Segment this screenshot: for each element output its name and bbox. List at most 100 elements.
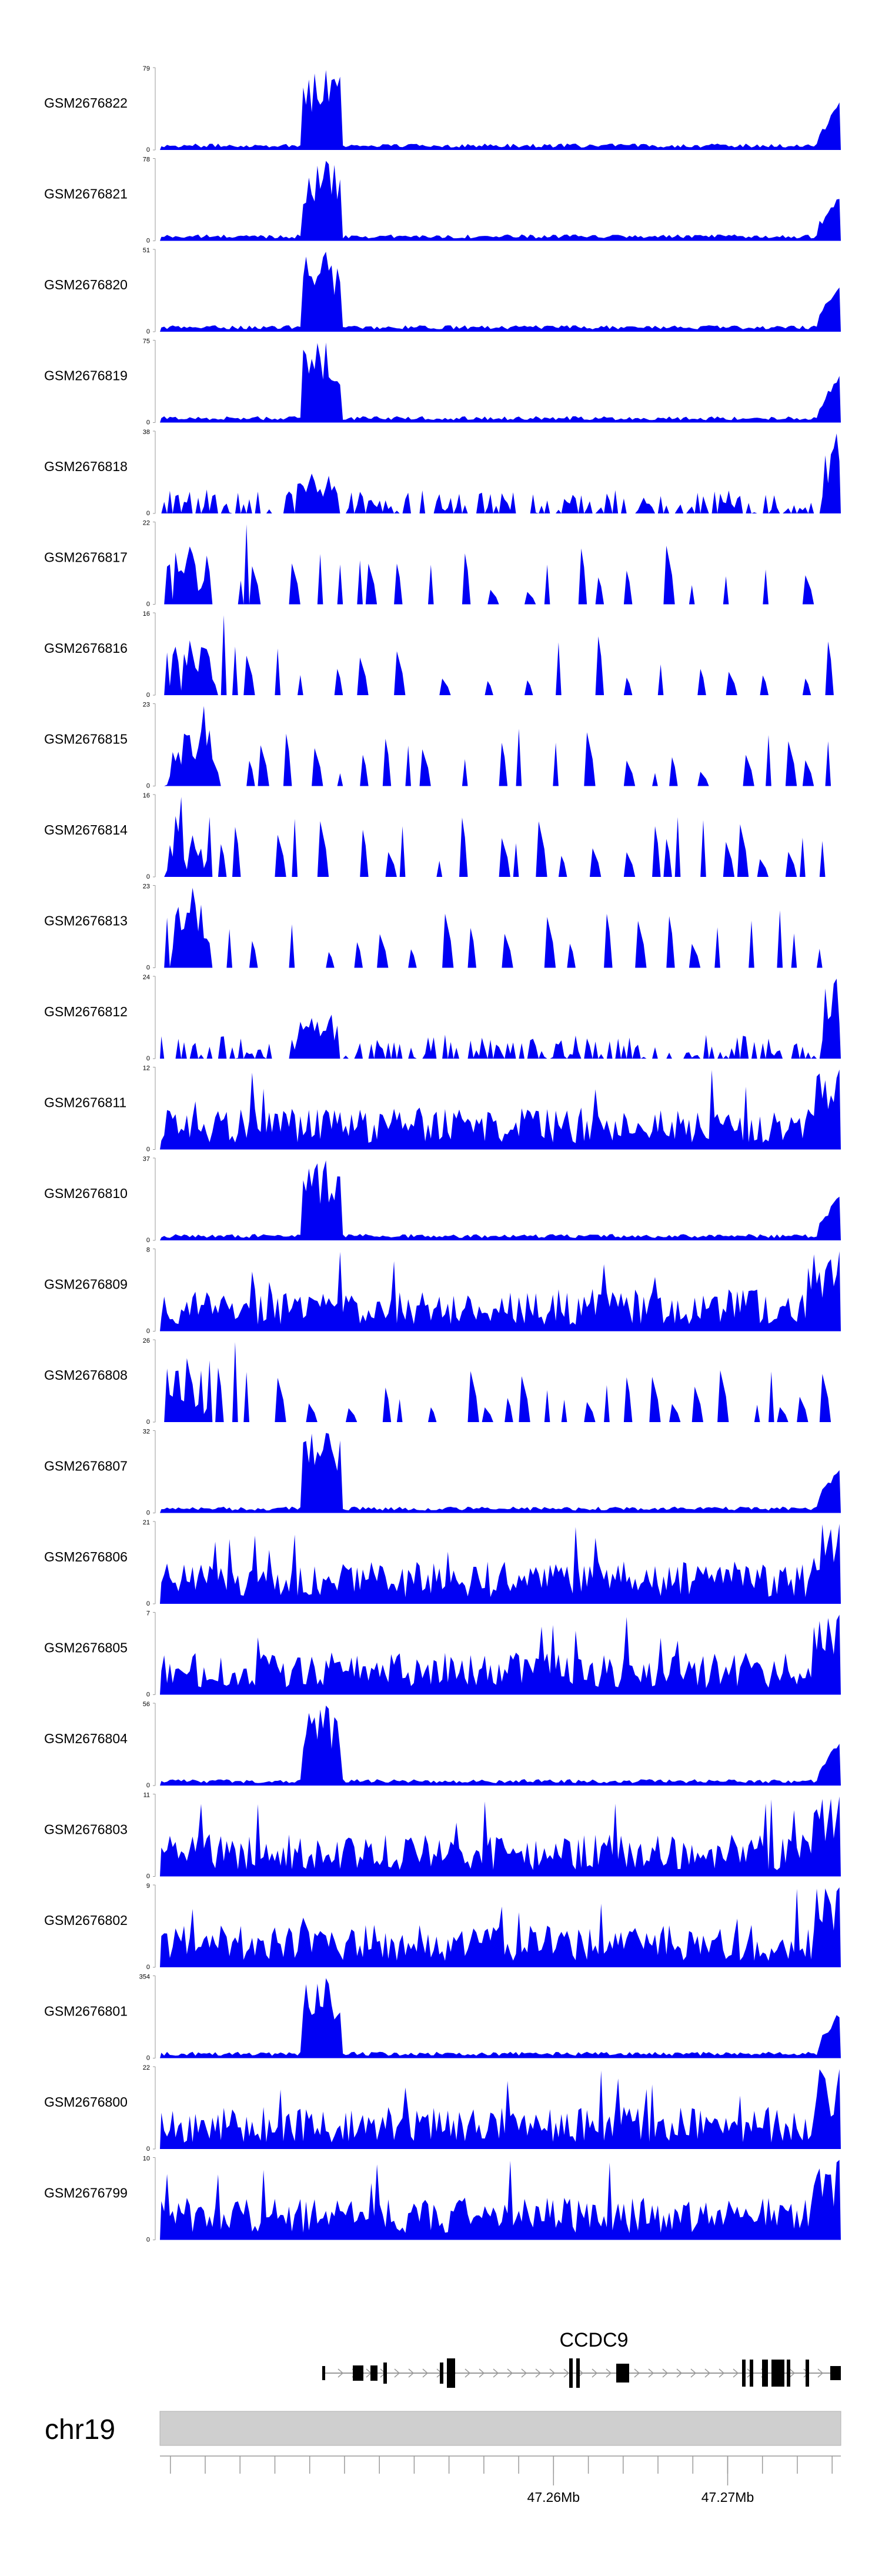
track-label: GSM2676805 (44, 1640, 128, 1656)
track-GSM2676800: GSM2676800 22 0 (44, 2064, 841, 2153)
track-ymin-label: 0 (146, 965, 150, 972)
track-GSM2676807: GSM2676807 32 0 (44, 1429, 841, 1517)
track-label: GSM2676820 (44, 277, 128, 292)
coverage-area (160, 797, 841, 877)
strand-arrow (394, 2368, 400, 2378)
track-label: GSM2676803 (44, 1822, 128, 1837)
track-ymax-label: 11 (143, 1792, 150, 1799)
coverage-area (160, 979, 841, 1059)
track-ymax-label: 24 (143, 974, 150, 981)
track-ymin-label: 0 (146, 1328, 150, 1335)
track-label: GSM2676815 (44, 732, 128, 747)
strand-arrow (704, 2368, 711, 2378)
track-ymax-label: 22 (143, 2064, 150, 2071)
track-ymax-label: 7 (146, 1610, 150, 1617)
track-GSM2676809: GSM2676809 8 0 (44, 1247, 841, 1335)
track-ymin-label: 0 (146, 2055, 150, 2062)
chromosome-label: chr19 (45, 2414, 115, 2445)
gene-label: CCDC9 (559, 2329, 628, 2351)
coverage-area (160, 1433, 841, 1513)
strand-arrow (634, 2368, 640, 2378)
track-ymax-label: 23 (143, 702, 150, 709)
coverage-area (160, 2160, 841, 2240)
chromosome-ideogram: chr19 (45, 2411, 841, 2446)
strand-arrow (422, 2368, 429, 2378)
track-GSM2676819: GSM2676819 75 0 (44, 338, 841, 426)
coverage-area (160, 1887, 841, 1967)
strand-arrow (606, 2368, 612, 2378)
track-ymin-label: 0 (146, 1146, 150, 1153)
track-GSM2676814: GSM2676814 16 0 (44, 792, 841, 880)
strand-arrow (676, 2368, 683, 2378)
track-ymax-label: 10 (143, 2155, 150, 2163)
strand-arrow (493, 2368, 499, 2378)
track-ymin-label: 0 (146, 873, 150, 880)
coverage-area (160, 1342, 841, 1422)
track-ymax-label: 26 (143, 1337, 150, 1344)
track-ymin-label: 0 (146, 1873, 150, 1880)
strand-arrow (479, 2368, 485, 2378)
track-ymax-label: 16 (143, 792, 150, 799)
coverage-tracks: GSM2676822790GSM2676821780GSM2676820510G… (44, 65, 841, 2244)
track-label: GSM2676821 (44, 186, 128, 202)
track-ymin-label: 0 (146, 1691, 150, 1699)
gene-exon (762, 2360, 768, 2387)
track-label: GSM2676808 (44, 1367, 128, 1383)
track-label: GSM2676804 (44, 1731, 128, 1746)
track-GSM2676806: GSM2676806 21 0 (44, 1519, 841, 1607)
coverage-area (160, 1069, 841, 1150)
track-ymin-label: 0 (146, 601, 150, 608)
track-GSM2676813: GSM2676813 23 0 (44, 883, 841, 972)
strand-arrow (662, 2368, 669, 2378)
track-ymin-label: 0 (146, 692, 150, 699)
coverage-area (160, 1796, 841, 1877)
track-label: GSM2676799 (44, 2185, 128, 2201)
gene-exon (830, 2366, 841, 2380)
gene-exon (806, 2360, 809, 2387)
track-label: GSM2676822 (44, 95, 128, 111)
track-label: GSM2676814 (44, 822, 128, 837)
gene-exon (787, 2360, 790, 2387)
strand-arrow (733, 2368, 739, 2378)
track-ymin-label: 0 (146, 1782, 150, 1789)
track-GSM2676822: GSM2676822 79 0 (44, 65, 841, 154)
coverage-area (160, 1524, 841, 1604)
track-label: GSM2676816 (44, 640, 128, 656)
track-ymin-label: 0 (146, 510, 150, 517)
track-GSM2676821: GSM2676821 78 0 (44, 156, 841, 245)
track-ymin-label: 0 (146, 1510, 150, 1517)
strand-arrow (549, 2368, 556, 2378)
gene-exon (440, 2363, 443, 2384)
track-label: GSM2676819 (44, 368, 128, 383)
track-GSM2676803: GSM2676803 11 0 (44, 1792, 841, 1880)
track-label: GSM2676800 (44, 2094, 128, 2110)
track-ymin-label: 0 (146, 1419, 150, 1426)
strand-arrow (465, 2368, 471, 2378)
track-label: GSM2676801 (44, 2004, 128, 2019)
track-ymin-label: 0 (146, 328, 150, 335)
coverage-area (160, 1251, 841, 1332)
track-ymax-label: 56 (143, 1701, 150, 1708)
ideogram-band (159, 2411, 841, 2446)
track-ymax-label: 75 (143, 338, 150, 345)
track-GSM2676808: GSM2676808 26 0 (44, 1337, 841, 1426)
track-label: GSM2676817 (44, 550, 128, 565)
track-ymax-label: 22 (143, 520, 150, 527)
gene-exon (353, 2365, 363, 2381)
track-ymin-label: 0 (146, 1055, 150, 1062)
track-ymin-label: 0 (146, 2145, 150, 2153)
gene-exon (569, 2358, 573, 2388)
strand-arrow (521, 2368, 527, 2378)
track-GSM2676816: GSM2676816 16 0 (44, 610, 841, 699)
strand-arrow (408, 2368, 415, 2378)
gene-exon (370, 2365, 377, 2381)
track-ymax-label: 9 (146, 1883, 150, 1890)
track-ymax-label: 51 (143, 247, 150, 254)
axis-tick-label: 47.27Mb (701, 2490, 754, 2505)
strand-arrow (719, 2368, 725, 2378)
track-label: GSM2676818 (44, 459, 128, 474)
track-label: GSM2676810 (44, 1186, 128, 1201)
strand-arrow (338, 2368, 344, 2378)
track-label: GSM2676812 (44, 1004, 128, 1019)
